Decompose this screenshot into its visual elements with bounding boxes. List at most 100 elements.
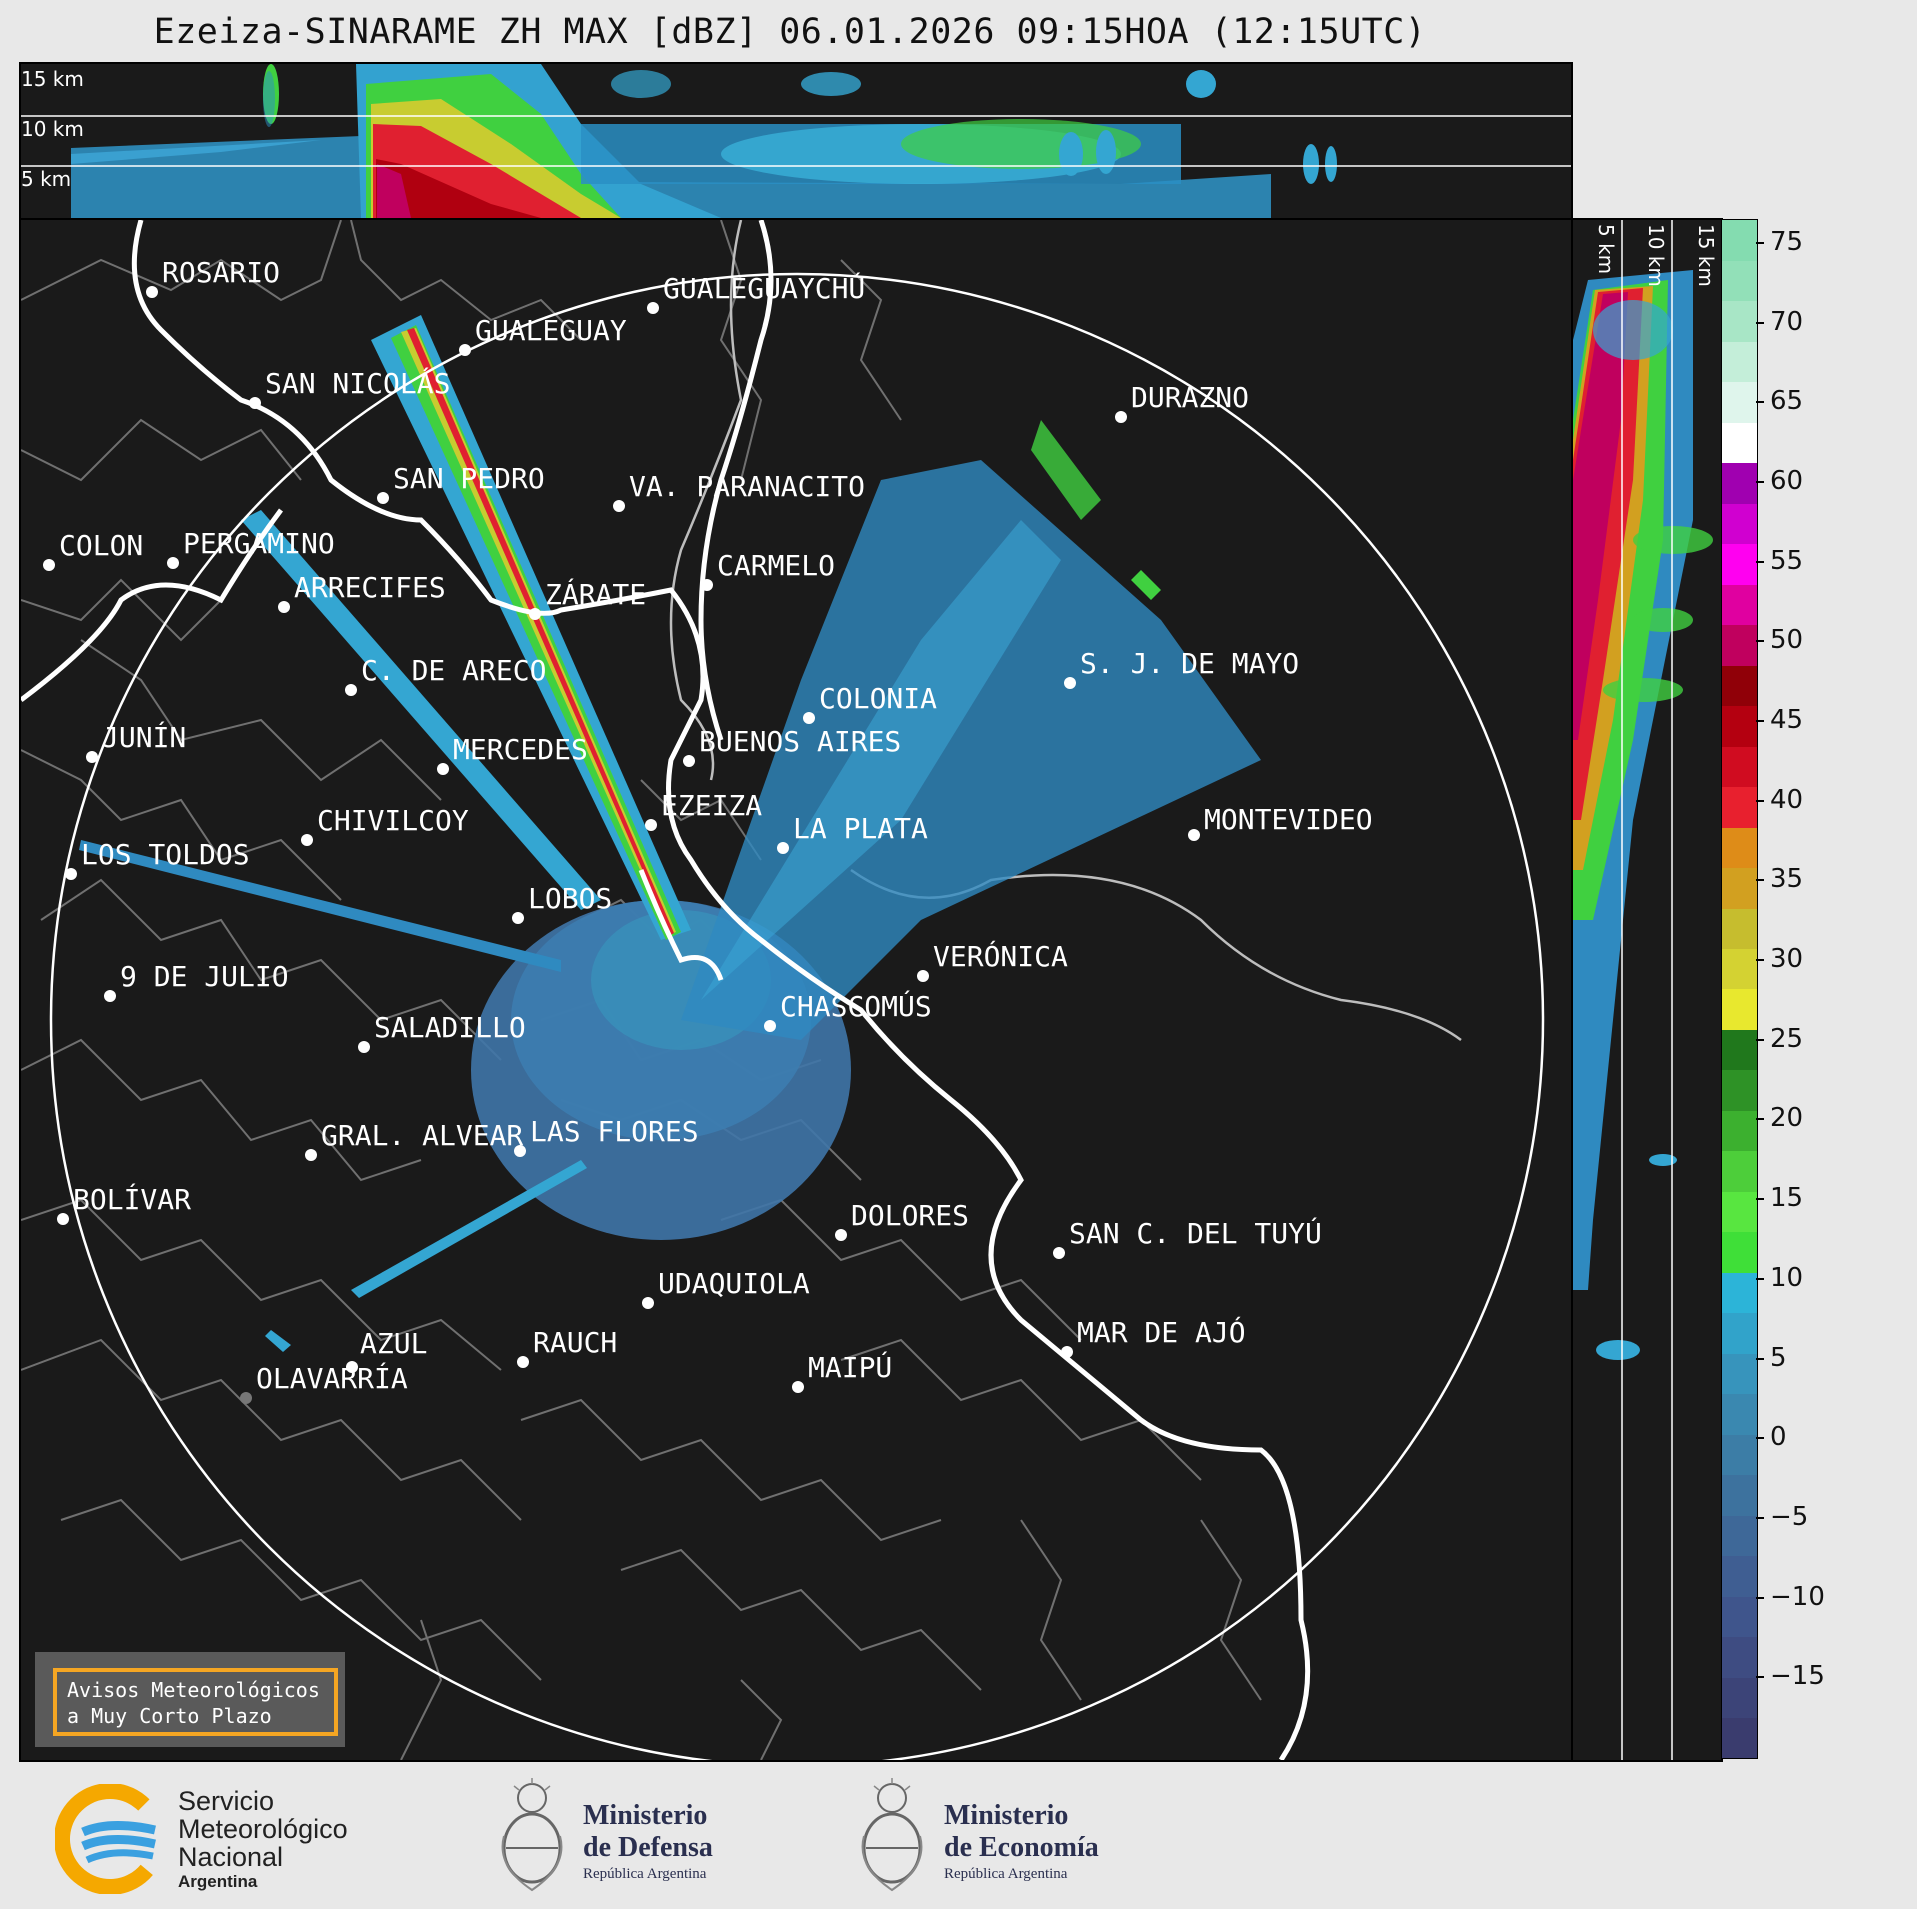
city-marker: ROSARIO	[146, 256, 280, 298]
colorbar-tick-label: 35	[1770, 864, 1804, 895]
city-label: CARMELO	[717, 549, 835, 582]
city-label: CHASCOMÚS	[780, 989, 932, 1023]
city-dot	[683, 755, 695, 767]
colorbar-tick	[1756, 720, 1764, 723]
city-label: EZEIZA	[661, 789, 762, 822]
city-dot	[645, 819, 657, 831]
city-marker: BUENOS AIRES	[683, 725, 901, 767]
chart-title: Ezeiza-SINARAME ZH MAX [dBZ] 06.01.2026 …	[153, 12, 1427, 52]
city-label: VA. PARANACITO	[629, 470, 865, 503]
radar-echoes	[79, 315, 1261, 1352]
city-marker: LOS TOLDOS	[65, 838, 250, 880]
top-cross-section-panel: 15 km 10 km 5 km	[19, 62, 1573, 220]
city-dot	[377, 492, 389, 504]
city-dot	[613, 500, 625, 512]
colorbar-tick	[1756, 1277, 1764, 1280]
city-dot	[514, 1145, 526, 1157]
colorbar-swatch	[1722, 1150, 1757, 1192]
city-label: JUNÍN	[102, 720, 186, 754]
colorbar-swatch	[1722, 1069, 1757, 1111]
city-dot	[764, 1020, 776, 1032]
colorbar-swatch	[1722, 543, 1757, 585]
city-dot	[792, 1381, 804, 1393]
colorbar-swatch	[1722, 908, 1757, 950]
colorbar-swatch	[1722, 665, 1757, 707]
colorbar-tick	[1756, 560, 1764, 563]
city-dot	[240, 1392, 252, 1404]
colorbar-tick-label: 55	[1770, 545, 1804, 576]
city-marker: AZUL	[346, 1327, 427, 1373]
city-label: LOS TOLDOS	[81, 838, 250, 871]
colorbar-tick	[1756, 321, 1764, 324]
defensa-line3: República Argentina	[583, 1866, 707, 1882]
city-marker: MAIPÚ	[792, 1350, 892, 1393]
colorbar-swatch	[1722, 948, 1757, 990]
city-label: MONTEVIDEO	[1204, 803, 1373, 836]
city-dot	[167, 557, 179, 569]
city-marker: VERÓNICA	[917, 939, 1068, 982]
city-label: DURAZNO	[1131, 381, 1249, 414]
colorbar-tick	[1756, 1516, 1764, 1519]
city-dot	[1061, 1346, 1073, 1358]
city-label: UDAQUIOLA	[658, 1267, 810, 1300]
city-label: SAN C. DEL TUYÚ	[1069, 1216, 1322, 1250]
footer-logos: Servicio Meteorológico Nacional Argentin…	[0, 1762, 1917, 1909]
colorbar-tick-label: −15	[1770, 1661, 1825, 1692]
colorbar-swatch	[1722, 462, 1757, 504]
colorbar-swatch	[1722, 705, 1757, 747]
colorbar-tick-label: 15	[1770, 1183, 1804, 1214]
colorbar-swatch	[1722, 1474, 1757, 1516]
city-marker: BOLÍVAR	[57, 1182, 191, 1225]
city-marker: GUALEGUAYCHÚ	[647, 271, 865, 314]
colorbar-tick	[1756, 879, 1764, 882]
city-marker: ZÁRATE	[529, 577, 646, 620]
city-marker: SAN C. DEL TUYÚ	[1053, 1216, 1322, 1259]
city-label: GRAL. ALVEAR	[321, 1119, 523, 1152]
city-label: AZUL	[360, 1327, 427, 1360]
colorbar-tick-label: 75	[1770, 226, 1804, 257]
city-marker: LOBOS	[512, 882, 612, 924]
city-dot	[701, 579, 713, 591]
city-label: MAIPÚ	[808, 1350, 892, 1384]
city-marker: COLONIA	[803, 682, 937, 724]
city-dot	[249, 397, 261, 409]
defensa-seal-icon	[492, 1776, 572, 1896]
city-marker: LA PLATA	[777, 812, 928, 854]
radar-map[interactable]: ROSARIO GUALEGUAYCHÚ GUALEGUAY SAN NICOLÁS D…	[19, 218, 1573, 1762]
smn-line3: Nacional	[178, 1842, 284, 1872]
colorbar-swatch	[1722, 1191, 1757, 1233]
city-dot	[86, 751, 98, 763]
city-dot	[1188, 829, 1200, 841]
city-label: COLON	[59, 529, 143, 562]
cities-layer: ROSARIO GUALEGUAYCHÚ GUALEGUAY SAN NICOLÁS D…	[43, 256, 1373, 1404]
colorbar-swatch	[1722, 1515, 1757, 1557]
city-dot	[104, 990, 116, 1002]
colorbar-swatch	[1722, 1434, 1757, 1476]
colorbar-swatch	[1722, 584, 1757, 626]
top-km-label: 15 km	[21, 67, 84, 91]
city-label: LA PLATA	[793, 812, 928, 845]
city-label: ZÁRATE	[545, 577, 646, 611]
warning-badge[interactable]: Avisos Meteorológicos a Muy Corto Plazo	[35, 1652, 345, 1747]
right-cross-section-panel: 5 km 10 km 15 km	[1571, 218, 1723, 1762]
city-dot	[517, 1356, 529, 1368]
colorbar-swatch	[1722, 1555, 1757, 1597]
coastline	[21, 220, 1311, 1760]
smn-logo	[55, 1784, 165, 1894]
city-dot	[346, 1361, 358, 1373]
economia-line3: República Argentina	[944, 1866, 1068, 1882]
colorbar-tick	[1756, 241, 1764, 244]
colorbar-swatch	[1722, 1029, 1757, 1071]
right-km-label: 5 km	[1594, 224, 1618, 274]
city-marker: OLAVARRÍA	[240, 1361, 408, 1404]
colorbar-tick	[1756, 799, 1764, 802]
city-marker: RAUCH	[517, 1326, 617, 1368]
city-dot	[647, 302, 659, 314]
city-marker: S. J. DE MAYO	[1064, 647, 1299, 689]
colorbar-tick	[1756, 959, 1764, 962]
badge-line1: Avisos Meteorológicos	[67, 1678, 320, 1702]
colorbar-swatch	[1722, 1677, 1757, 1719]
city-label: ROSARIO	[162, 256, 280, 289]
city-dot	[1064, 677, 1076, 689]
city-dot	[917, 970, 929, 982]
